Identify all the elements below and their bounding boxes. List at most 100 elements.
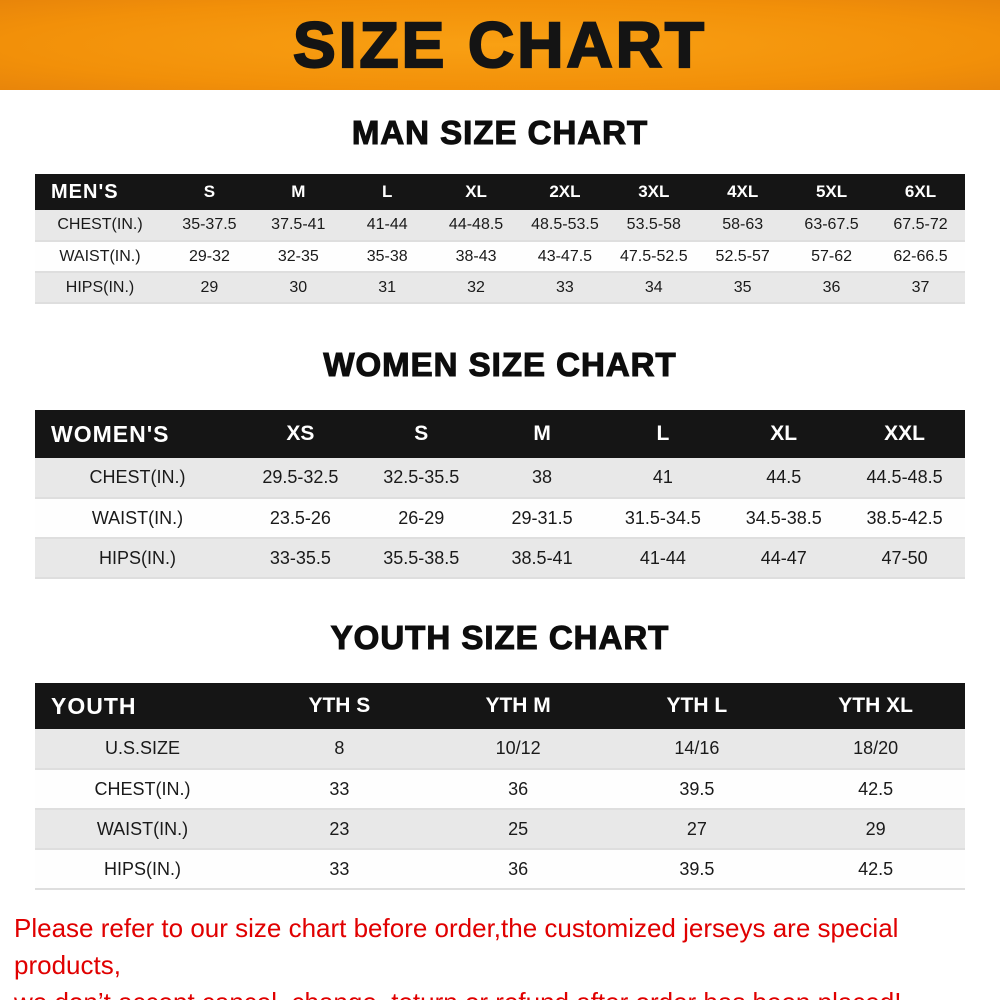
value-cell: 43-47.5 (520, 241, 610, 273)
value-cell: 36 (428, 849, 608, 890)
value-cell: 44.5 (723, 458, 845, 499)
value-cell: 52.5-57 (698, 241, 788, 273)
value-cell: 27 (607, 809, 787, 850)
size-header-cell: XL (723, 410, 845, 458)
value-cell: 36 (428, 769, 608, 810)
size-header-cell: XXL (844, 410, 965, 458)
value-cell: 29-31.5 (481, 498, 603, 539)
disclaimer-line-1: Please refer to our size chart before or… (14, 913, 899, 980)
value-cell: 33 (250, 769, 429, 810)
size-header-cell: M (253, 174, 343, 210)
table-row: HIPS(IN.) 29 30 31 32 33 34 35 36 37 (35, 272, 965, 304)
value-cell: 35 (698, 272, 788, 304)
value-cell: 30 (253, 272, 343, 304)
value-cell: 41-44 (602, 538, 724, 579)
disclaimer: Please refer to our size chart before or… (14, 910, 986, 1000)
table-title-cell: YOUTH (35, 683, 250, 729)
youth-size-table: YOUTH YTH S YTH M YTH L YTH XL U.S.SIZE 8 10/12… (35, 683, 965, 890)
disclaimer-line-2: we don’t accept cancel, change, teturn o… (14, 984, 986, 1000)
size-header-cell: 3XL (609, 174, 699, 210)
value-cell: 33 (250, 849, 429, 890)
row-label-cell: HIPS(IN.) (35, 272, 165, 304)
value-cell: 38 (481, 458, 603, 499)
value-cell: 44-47 (723, 538, 845, 579)
row-label-cell: HIPS(IN.) (35, 849, 250, 890)
value-cell: 41 (602, 458, 724, 499)
table-title-cell: MEN'S (35, 174, 165, 210)
size-header-cell: YTH S (250, 683, 429, 729)
value-cell: 39.5 (607, 849, 787, 890)
table-row: WAIST(IN.) 23.5-26 26-29 29-31.5 31.5-34.5 34… (35, 498, 965, 539)
value-cell: 38.5-42.5 (844, 498, 965, 539)
man-section-heading: MAN SIZE CHART (351, 113, 649, 151)
value-cell: 44-48.5 (431, 210, 521, 242)
size-header-cell: 5XL (787, 174, 876, 210)
value-cell: 57-62 (787, 241, 876, 273)
row-label-cell: WAIST(IN.) (35, 809, 250, 850)
value-cell: 33-35.5 (240, 538, 361, 579)
value-cell: 58-63 (698, 210, 788, 242)
value-cell: 29-32 (165, 241, 254, 273)
value-cell: 35.5-38.5 (360, 538, 482, 579)
value-cell: 47-50 (844, 538, 965, 579)
size-header-cell: YTH L (607, 683, 787, 729)
value-cell: 67.5-72 (876, 210, 965, 242)
youth-section-heading: YOUTH SIZE CHART (330, 618, 670, 656)
value-cell: 37.5-41 (253, 210, 343, 242)
value-cell: 23.5-26 (240, 498, 361, 539)
row-label-cell: CHEST(IN.) (35, 210, 165, 242)
value-cell: 31 (342, 272, 432, 304)
row-label-cell: CHEST(IN.) (35, 769, 250, 810)
value-cell: 25 (428, 809, 608, 850)
value-cell: 62-66.5 (876, 241, 965, 273)
row-label-cell: CHEST(IN.) (35, 458, 240, 499)
row-label-cell: WAIST(IN.) (35, 241, 165, 273)
value-cell: 38.5-41 (481, 538, 603, 579)
value-cell: 29 (786, 809, 965, 850)
value-cell: 38-43 (431, 241, 521, 273)
value-cell: 53.5-58 (609, 210, 699, 242)
header-row: MEN'S S M L XL 2XL 3XL 4XL 5XL 6XL (35, 174, 965, 210)
header-row: WOMEN'S XS S M L XL XXL (35, 410, 965, 458)
value-cell: 29 (165, 272, 254, 304)
value-cell: 41-44 (342, 210, 432, 242)
value-cell: 34 (609, 272, 699, 304)
value-cell: 47.5-52.5 (609, 241, 699, 273)
size-header-cell: S (360, 410, 482, 458)
size-header-cell: L (342, 174, 432, 210)
value-cell: 36 (787, 272, 876, 304)
value-cell: 33 (520, 272, 610, 304)
table-row: WAIST(IN.) 29-32 32-35 35-38 38-43 43-47.5 47.… (35, 241, 965, 273)
value-cell: 8 (250, 729, 429, 770)
value-cell: 14/16 (607, 729, 787, 770)
page-title: SIZE CHART (292, 8, 707, 82)
size-header-cell: YTH XL (786, 683, 965, 729)
women-section-heading: WOMEN SIZE CHART (323, 345, 677, 383)
size-header-cell: L (602, 410, 724, 458)
value-cell: 35-37.5 (165, 210, 254, 242)
row-label-cell: HIPS(IN.) (35, 538, 240, 579)
table-row: CHEST(IN.) 29.5-32.5 32.5-35.5 38 41 44.5 44.5… (35, 458, 965, 499)
table-row: CHEST(IN.) 33 36 39.5 42.5 (35, 769, 965, 810)
table-row: WAIST(IN.) 23 25 27 29 (35, 809, 965, 850)
size-header-cell: YTH M (428, 683, 608, 729)
table-row: HIPS(IN.) 33-35.5 35.5-38.5 38.5-41 41-44 44-… (35, 538, 965, 579)
value-cell: 32-35 (253, 241, 343, 273)
size-header-cell: M (481, 410, 603, 458)
value-cell: 44.5-48.5 (844, 458, 965, 499)
man-size-table: MEN'S S M L XL 2XL 3XL 4XL 5XL 6XL CHEST(IN.) 35-37… (35, 174, 965, 304)
row-label-cell: U.S.SIZE (35, 729, 250, 770)
value-cell: 26-29 (360, 498, 482, 539)
value-cell: 23 (250, 809, 429, 850)
value-cell: 29.5-32.5 (240, 458, 361, 499)
value-cell: 32 (431, 272, 521, 304)
table-row: U.S.SIZE 8 10/12 14/16 18/20 (35, 729, 965, 770)
value-cell: 37 (876, 272, 965, 304)
size-header-cell: S (165, 174, 254, 210)
table-row: HIPS(IN.) 33 36 39.5 42.5 (35, 849, 965, 890)
value-cell: 42.5 (786, 769, 965, 810)
size-header-cell: 2XL (520, 174, 610, 210)
banner: SIZE CHART (0, 0, 1000, 90)
size-header-cell: XS (240, 410, 361, 458)
